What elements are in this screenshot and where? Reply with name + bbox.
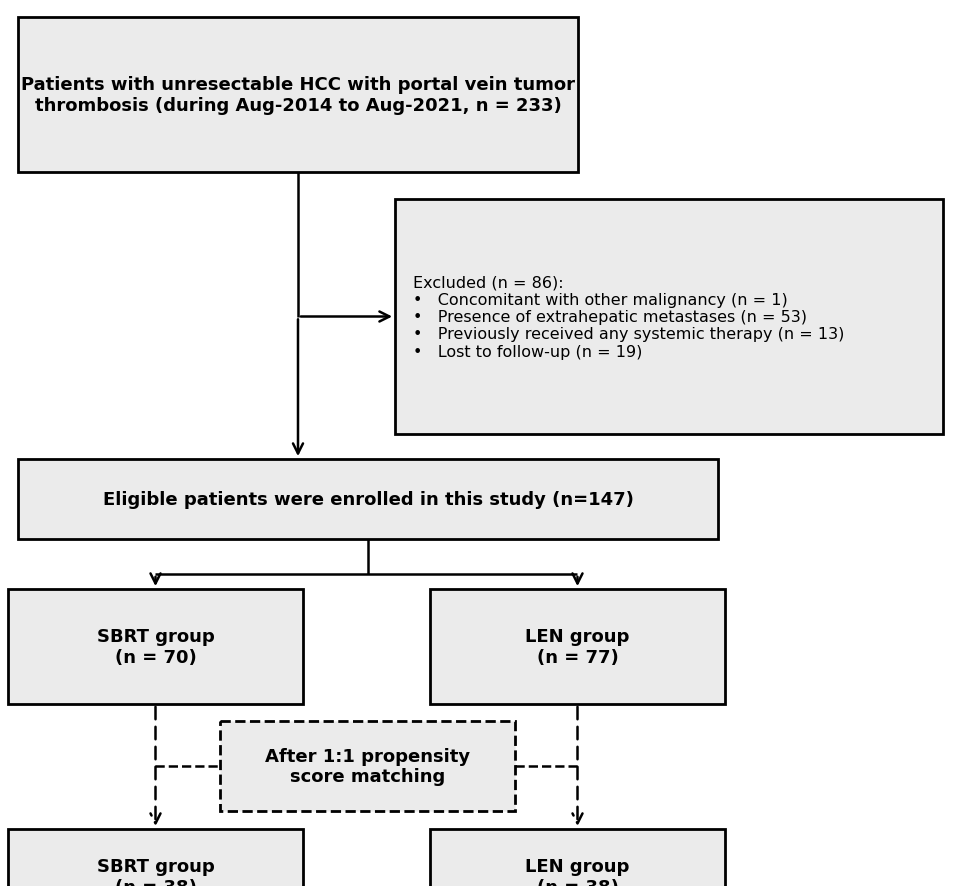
Text: Eligible patients were enrolled in this study (n=147): Eligible patients were enrolled in this …	[103, 491, 634, 509]
Bar	[430, 589, 725, 704]
Text: After 1:1 propensity
score matching: After 1:1 propensity score matching	[265, 747, 470, 786]
Text: SBRT group
(n = 38): SBRT group (n = 38)	[97, 857, 214, 886]
Text: Patients with unresectable HCC with portal vein tumor
thrombosis (during Aug-201: Patients with unresectable HCC with port…	[21, 76, 575, 115]
Bar	[220, 721, 515, 811]
Bar	[430, 829, 725, 886]
Text: Excluded (n = 86):
•   Concomitant with other malignancy (n = 1)
•   Presence of: Excluded (n = 86): • Concomitant with ot…	[413, 275, 844, 360]
Text: SBRT group
(n = 70): SBRT group (n = 70)	[97, 627, 214, 666]
Text: LEN group
(n = 77): LEN group (n = 77)	[525, 627, 630, 666]
Bar	[395, 199, 943, 434]
Bar	[8, 829, 303, 886]
Bar	[18, 460, 718, 540]
Bar	[18, 18, 578, 173]
Text: LEN group
(n = 38): LEN group (n = 38)	[525, 857, 630, 886]
Bar	[8, 589, 303, 704]
